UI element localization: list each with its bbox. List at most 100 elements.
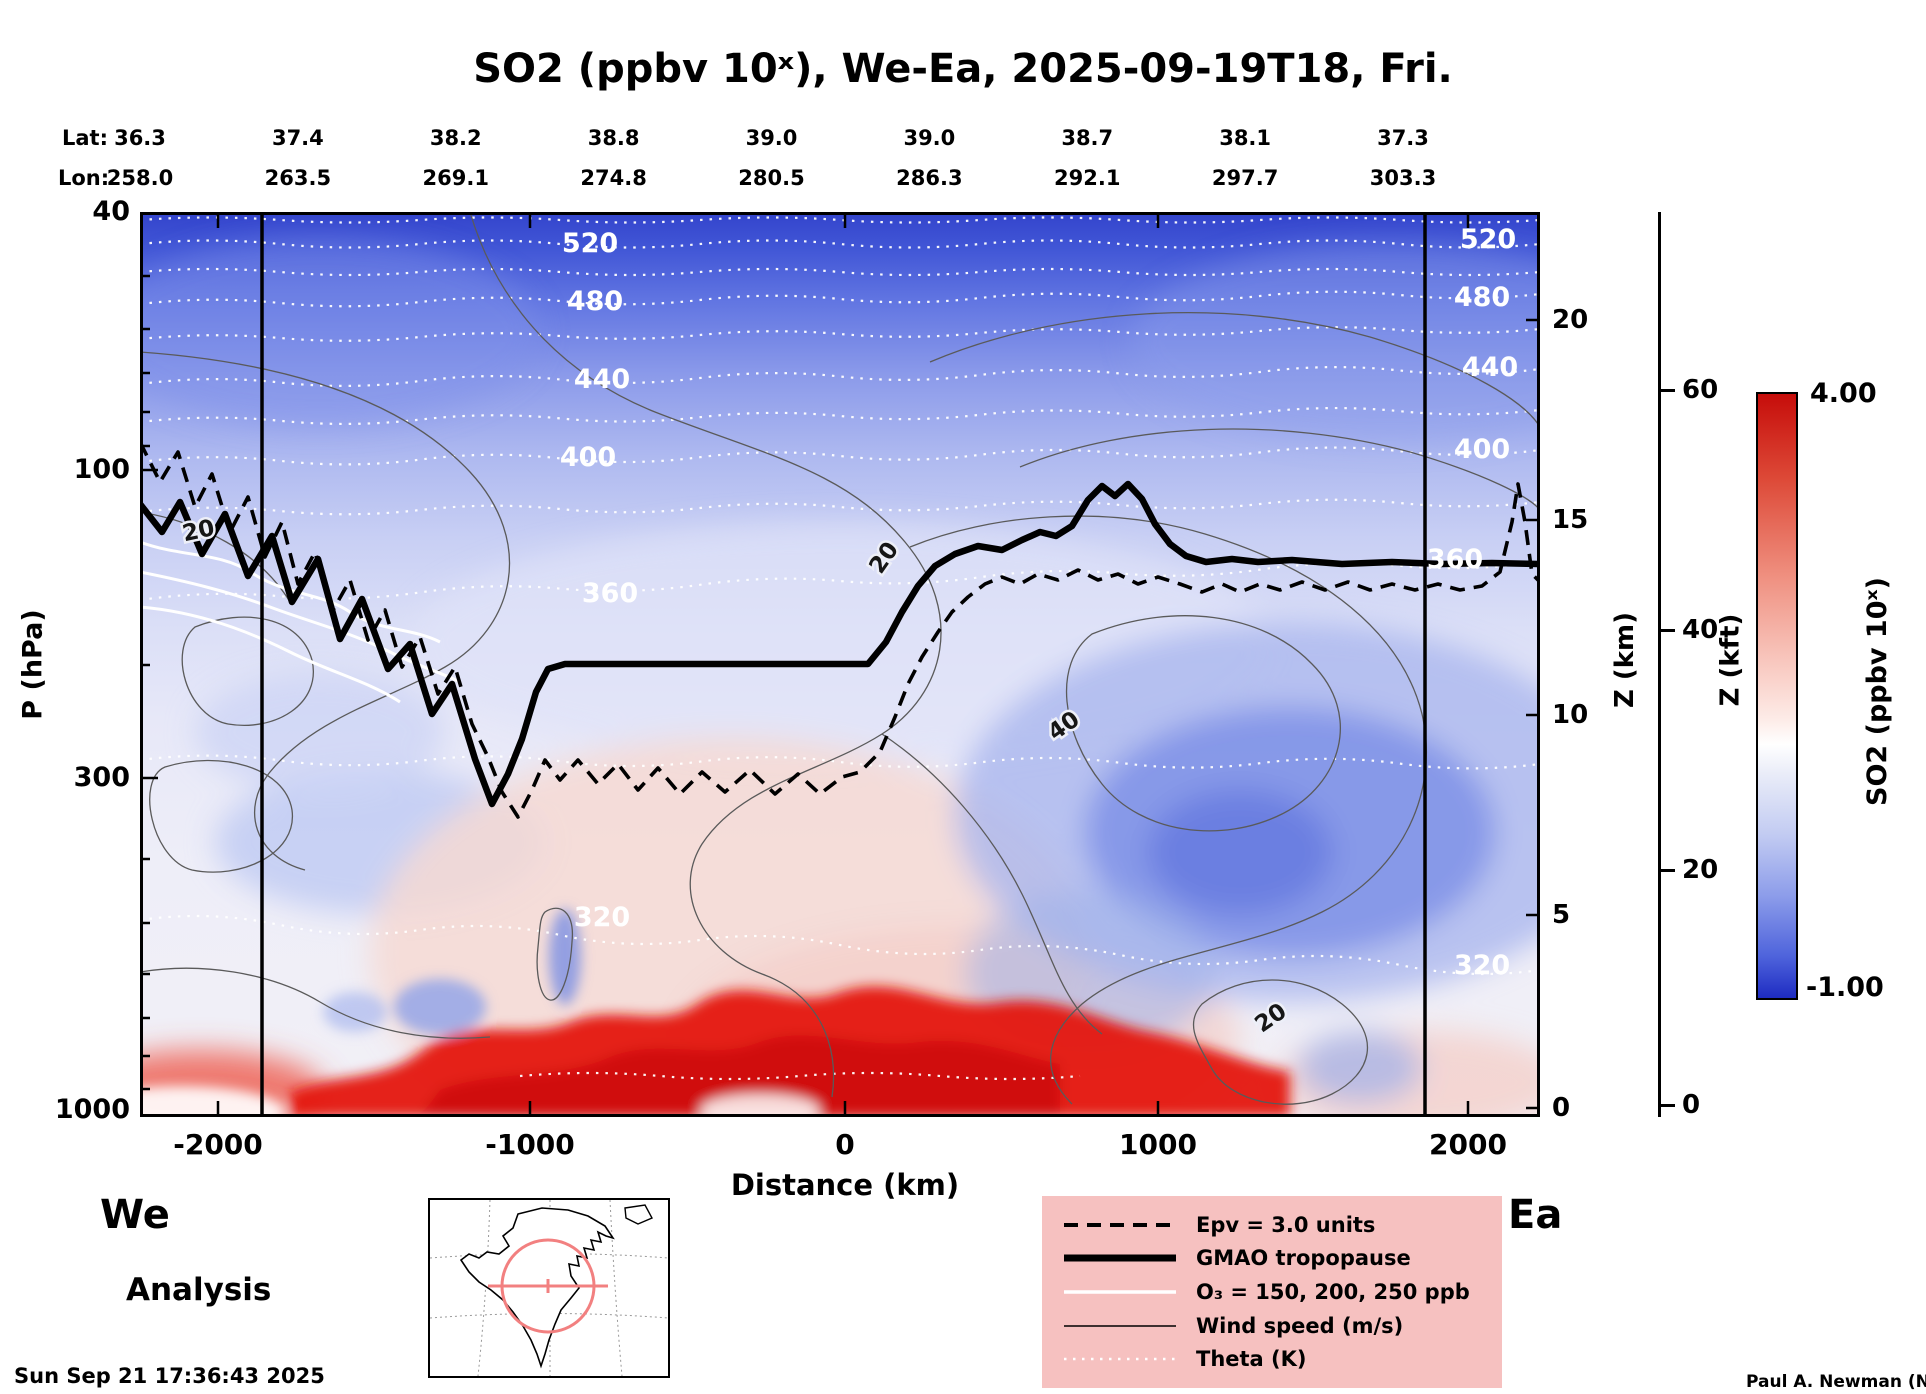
z-kft-axis-label: Z (kft) bbox=[1715, 613, 1746, 707]
svg-text:440: 440 bbox=[574, 364, 630, 395]
svg-text:320: 320 bbox=[574, 902, 630, 933]
page-title: SO2 (ppbv 10ˣ), We-Ea, 2025-09-19T18, Fr… bbox=[473, 46, 1453, 92]
legend-label: Wind speed (m/s) bbox=[1196, 1313, 1404, 1338]
theta-contour-labels: 520 520 480 480 440 440 400 400 360 360 … bbox=[560, 224, 1518, 981]
so2-colorbar bbox=[1756, 392, 1798, 1000]
distance-tick: -2000 bbox=[173, 1128, 263, 1161]
lat-axis-label: Lat: bbox=[62, 126, 108, 150]
lat-values-row: 36.3 37.4 38.2 38.8 39.0 39.0 38.7 38.1 … bbox=[105, 126, 1438, 150]
distance-tick: 2000 bbox=[1429, 1128, 1507, 1161]
lon-value: 263.5 bbox=[264, 166, 332, 190]
plot-area: 520 520 480 480 440 440 400 400 360 360 … bbox=[137, 211, 1542, 1117]
author-credit: Paul A. Newman (NASA bbox=[1746, 1372, 1926, 1392]
z-kft-tickmark bbox=[1658, 389, 1675, 392]
pressure-tick: 1000 bbox=[54, 1094, 130, 1125]
z-kft-tickmark bbox=[1658, 629, 1675, 632]
distance-axis-label: Distance (km) bbox=[730, 1168, 960, 1202]
plot-border bbox=[140, 212, 1540, 1117]
z-kft-tick: 60 bbox=[1682, 375, 1719, 405]
svg-text:360: 360 bbox=[582, 578, 638, 609]
svg-text:400: 400 bbox=[560, 442, 616, 473]
map-graticule bbox=[429, 1199, 669, 1377]
distance-tick: 1000 bbox=[1119, 1128, 1197, 1161]
lat-value: 39.0 bbox=[903, 126, 956, 150]
lon-axis-label: Lon: bbox=[58, 166, 110, 190]
lon-value: 297.7 bbox=[1211, 166, 1279, 190]
lat-value: 39.0 bbox=[745, 126, 798, 150]
ozone-contours bbox=[139, 540, 461, 704]
lon-value: 303.3 bbox=[1369, 166, 1437, 190]
z-kft-axis-line bbox=[1658, 212, 1661, 1117]
svg-text:480: 480 bbox=[567, 286, 623, 317]
lon-value: 286.3 bbox=[896, 166, 963, 190]
lon-value: 258.0 bbox=[106, 166, 174, 190]
cross-section-plot: 520 520 480 480 440 440 400 400 360 360 … bbox=[137, 211, 1542, 1117]
thick-line-sample bbox=[1064, 1254, 1176, 1262]
svg-text:520: 520 bbox=[1460, 224, 1516, 255]
distance-tick: 0 bbox=[835, 1128, 855, 1161]
z-km-tick: 0 bbox=[1552, 1093, 1571, 1123]
section-location-marker bbox=[488, 1238, 608, 1334]
legend-label: Epv = 3.0 units bbox=[1196, 1212, 1376, 1237]
pressure-tick: 40 bbox=[92, 196, 130, 227]
lon-value: 292.1 bbox=[1054, 166, 1121, 190]
svg-text:480: 480 bbox=[1454, 282, 1510, 313]
lon-value: 269.1 bbox=[422, 166, 489, 190]
lat-value: 37.4 bbox=[271, 126, 324, 150]
legend-item-theta: Theta (K) bbox=[1060, 1347, 1484, 1371]
map-inset-canvas bbox=[429, 1199, 669, 1377]
legend-box: Epv = 3.0 units GMAO tropopause O₃ = 150… bbox=[1042, 1196, 1502, 1388]
legend-label: GMAO tropopause bbox=[1196, 1246, 1411, 1271]
lat-value: 38.8 bbox=[587, 126, 640, 150]
lat-value: 38.7 bbox=[1061, 126, 1114, 150]
legend-item-tropopause: GMAO tropopause bbox=[1060, 1246, 1484, 1270]
z-km-tick: 10 bbox=[1552, 700, 1589, 730]
lat-value: 38.1 bbox=[1219, 126, 1272, 150]
legend-item-epv: Epv = 3.0 units bbox=[1060, 1213, 1484, 1237]
white-line-sample bbox=[1064, 1290, 1176, 1294]
west-endpoint-label: We bbox=[100, 1192, 170, 1238]
greenland-outline bbox=[624, 1204, 653, 1225]
legend-item-wind: Wind speed (m/s) bbox=[1060, 1314, 1484, 1338]
dotted-white-line-sample bbox=[1064, 1357, 1176, 1361]
z-kft-tickmark bbox=[1658, 869, 1675, 872]
svg-text:440: 440 bbox=[1462, 352, 1518, 383]
generation-timestamp: Sun Sep 21 17:36:43 2025 bbox=[14, 1364, 325, 1388]
z-kft-tick: 40 bbox=[1682, 615, 1719, 645]
pressure-tick: 300 bbox=[73, 762, 130, 793]
colorbar-max-label: 4.00 bbox=[1810, 378, 1877, 409]
pressure-axis-label: P (hPa) bbox=[17, 609, 49, 720]
lon-values-row: 258.0 263.5 269.1 274.8 280.5 286.3 292.… bbox=[105, 166, 1438, 190]
legend-label: Theta (K) bbox=[1196, 1347, 1307, 1372]
theta-contours bbox=[139, 216, 1541, 1081]
lat-value: 36.3 bbox=[114, 126, 166, 150]
vertical-marker-lines bbox=[260, 212, 1427, 1117]
lat-value: 37.3 bbox=[1377, 126, 1429, 150]
legend-item-ozone: O₃ = 150, 200, 250 ppb bbox=[1060, 1280, 1484, 1304]
svg-text:520: 520 bbox=[562, 228, 618, 259]
analysis-label: Analysis bbox=[126, 1272, 272, 1308]
distance-tick: -1000 bbox=[485, 1128, 575, 1161]
pressure-tick: 100 bbox=[73, 454, 130, 485]
z-km-tick: 15 bbox=[1552, 505, 1589, 535]
z-km-tick: 5 bbox=[1552, 900, 1571, 930]
lat-value: 38.2 bbox=[429, 126, 482, 150]
colorbar-min-label: -1.00 bbox=[1806, 972, 1884, 1003]
z-kft-tickmark bbox=[1658, 1104, 1675, 1107]
thin-line-sample bbox=[1064, 1324, 1176, 1327]
svg-text:400: 400 bbox=[1454, 434, 1510, 465]
so2-field-blobs bbox=[140, 237, 1540, 1117]
lon-value: 274.8 bbox=[580, 166, 647, 190]
east-endpoint-label: Ea bbox=[1508, 1192, 1563, 1238]
colorbar-axis-label: SO2 (ppbv 10ˣ) bbox=[1861, 577, 1893, 806]
svg-text:320: 320 bbox=[1454, 950, 1510, 981]
z-kft-tick: 0 bbox=[1682, 1090, 1701, 1120]
z-km-axis-label: Z (km) bbox=[1610, 611, 1641, 709]
lon-value: 280.5 bbox=[738, 166, 805, 190]
z-km-tick: 20 bbox=[1552, 305, 1589, 335]
legend-label: O₃ = 150, 200, 250 ppb bbox=[1196, 1279, 1470, 1304]
svg-text:360: 360 bbox=[1427, 544, 1483, 575]
dashed-line-sample bbox=[1064, 1222, 1176, 1227]
epv-contour-line bbox=[138, 441, 1542, 819]
